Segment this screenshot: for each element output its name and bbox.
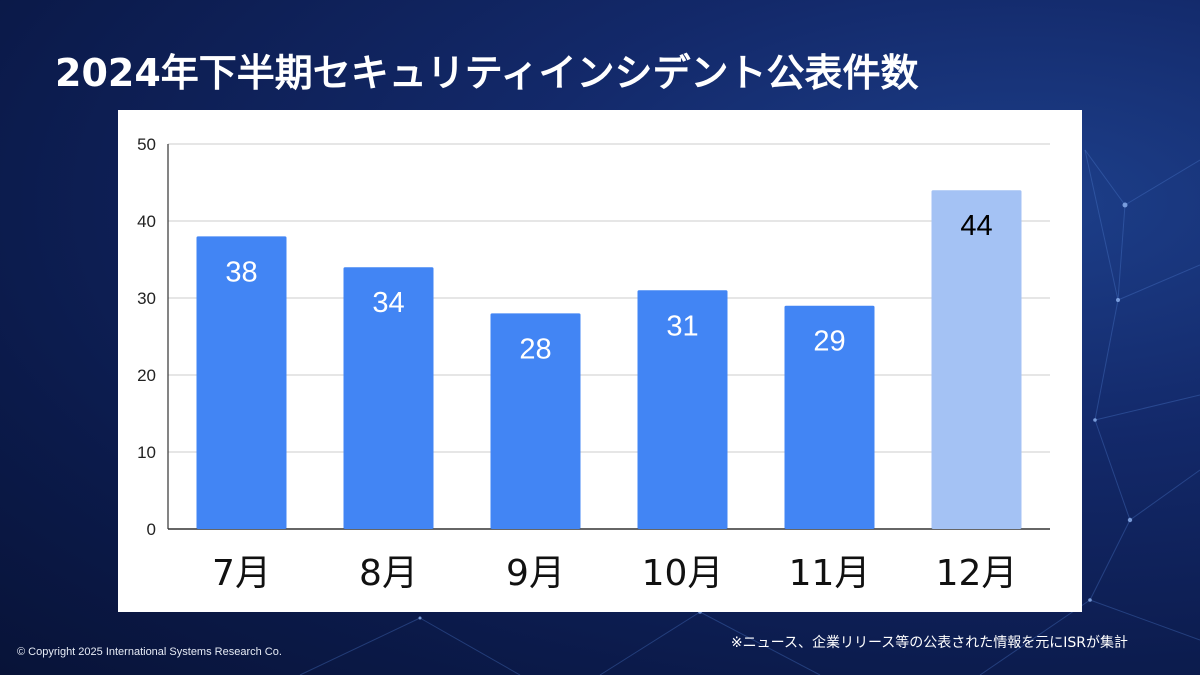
bar-value-label: 34 bbox=[372, 287, 404, 319]
source-note: ※ニュース、企業リリース等の公表された情報を元にISRが集計 bbox=[730, 635, 1128, 651]
x-tick-label: 12月 bbox=[936, 553, 1018, 594]
bar-6 bbox=[931, 190, 1022, 529]
bar-4 bbox=[637, 290, 728, 529]
x-tick-label: 7月 bbox=[212, 553, 271, 594]
bar-chart: 0 10 20 30 40 50 38 7月 34 8月 28 9月 31 10月 29 11月 44 12月 bbox=[137, 135, 1050, 594]
bar-2 bbox=[343, 267, 434, 529]
y-tick-label: 50 bbox=[137, 135, 156, 154]
bar-value-label: 38 bbox=[225, 256, 257, 288]
x-tick-label: 9月 bbox=[506, 553, 565, 594]
bar-value-label: 44 bbox=[960, 210, 992, 242]
slide-title: 2024年下半期セキュリティインシデント公表件数 bbox=[55, 51, 919, 95]
y-tick-label: 0 bbox=[147, 520, 156, 539]
bar-1 bbox=[196, 236, 287, 529]
chart-panel: 0 10 20 30 40 50 38 7月 34 8月 28 9月 31 10月 29 11月 44 12月 bbox=[118, 110, 1082, 612]
y-tick-label: 20 bbox=[137, 366, 156, 385]
bar-value-label: 28 bbox=[519, 333, 551, 365]
copyright-text: © Copyright 2025 International Systems R… bbox=[17, 646, 282, 658]
bar-value-label: 29 bbox=[813, 326, 845, 358]
x-tick-label: 10月 bbox=[642, 553, 724, 594]
bar-3 bbox=[490, 313, 581, 529]
y-tick-label: 10 bbox=[137, 443, 156, 462]
bar-5 bbox=[784, 305, 875, 529]
x-tick-label: 8月 bbox=[359, 553, 418, 594]
y-tick-label: 40 bbox=[137, 212, 156, 231]
y-tick-label: 30 bbox=[137, 289, 156, 308]
bar-value-label: 31 bbox=[666, 310, 698, 342]
x-tick-label: 11月 bbox=[789, 553, 871, 594]
